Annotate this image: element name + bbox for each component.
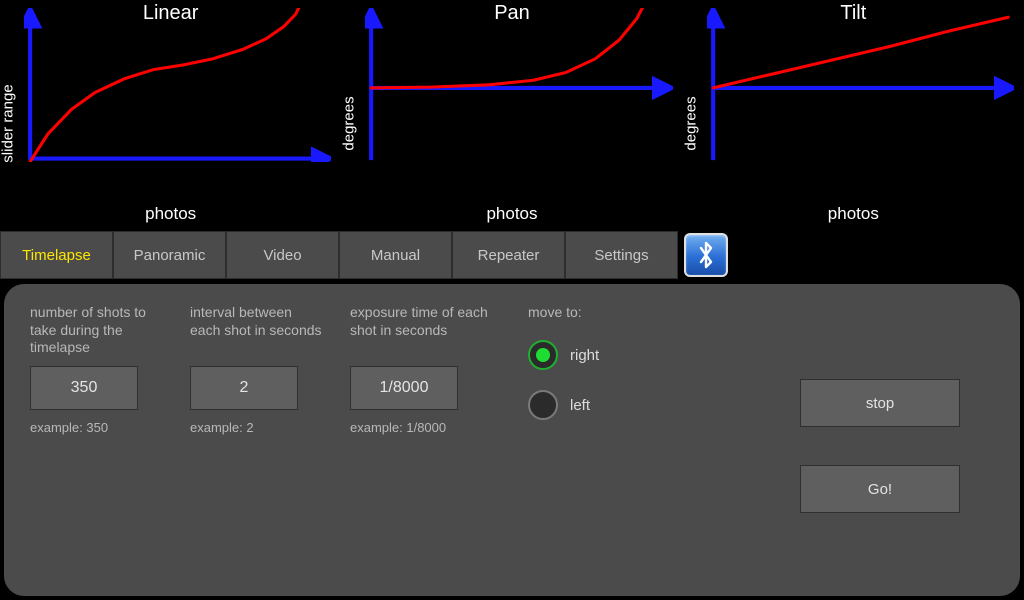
stop-button[interactable]: stop xyxy=(800,379,960,427)
shots-input[interactable]: 350 xyxy=(30,366,138,410)
chart-ylabel: slider range xyxy=(0,84,17,162)
chart-svg-tilt xyxy=(707,8,1014,162)
chart-ylabel: degrees xyxy=(341,96,358,150)
interval-input[interactable]: 2 xyxy=(190,366,298,410)
chart-xlabel: photos xyxy=(828,204,879,224)
chart-tilt: Tilt degrees photos xyxy=(683,0,1024,230)
action-buttons: stop Go! xyxy=(800,379,960,513)
exposure-input[interactable]: 1/8000 xyxy=(350,366,458,410)
move-to-label: move to: xyxy=(528,304,599,320)
charts-row: Linear slider range photos Pan degrees p… xyxy=(0,0,1024,230)
chart-svg-linear xyxy=(24,8,331,162)
radio-right[interactable]: right xyxy=(528,340,599,370)
tab-manual[interactable]: Manual xyxy=(339,231,452,279)
field-label: interval between each shot in seconds xyxy=(190,304,322,358)
chart-svg-pan xyxy=(365,8,672,162)
field-example: example: 350 xyxy=(30,420,162,435)
content-panel: number of shots to take during the timel… xyxy=(4,284,1020,596)
chart-xlabel: photos xyxy=(486,204,537,224)
field-example: example: 1/8000 xyxy=(350,420,490,435)
tab-panoramic[interactable]: Panoramic xyxy=(113,231,226,279)
chart-xlabel: photos xyxy=(145,204,196,224)
radio-text: right xyxy=(570,347,599,364)
bluetooth-icon[interactable] xyxy=(684,233,728,277)
tab-timelapse[interactable]: Timelapse xyxy=(0,231,113,279)
move-to-block: move to: right left xyxy=(528,304,599,440)
field-exposure: exposure time of each shot in seconds 1/… xyxy=(350,304,490,440)
chart-ylabel: degrees xyxy=(682,96,699,150)
radio-left[interactable]: left xyxy=(528,390,599,420)
field-example: example: 2 xyxy=(190,420,322,435)
tabs-row: TimelapsePanoramicVideoManualRepeaterSet… xyxy=(0,230,1024,280)
chart-pan: Pan degrees photos xyxy=(341,0,682,230)
radio-text: left xyxy=(570,397,590,414)
go-button[interactable]: Go! xyxy=(800,465,960,513)
radio-circle-icon xyxy=(528,390,558,420)
tab-video[interactable]: Video xyxy=(226,231,339,279)
tab-settings[interactable]: Settings xyxy=(565,231,678,279)
field-label: exposure time of each shot in seconds xyxy=(350,304,490,358)
radio-circle-icon xyxy=(528,340,558,370)
tab-repeater[interactable]: Repeater xyxy=(452,231,565,279)
field-label: number of shots to take during the timel… xyxy=(30,304,162,358)
field-interval: interval between each shot in seconds 2 … xyxy=(190,304,322,440)
chart-linear: Linear slider range photos xyxy=(0,0,341,230)
field-shots: number of shots to take during the timel… xyxy=(30,304,162,440)
